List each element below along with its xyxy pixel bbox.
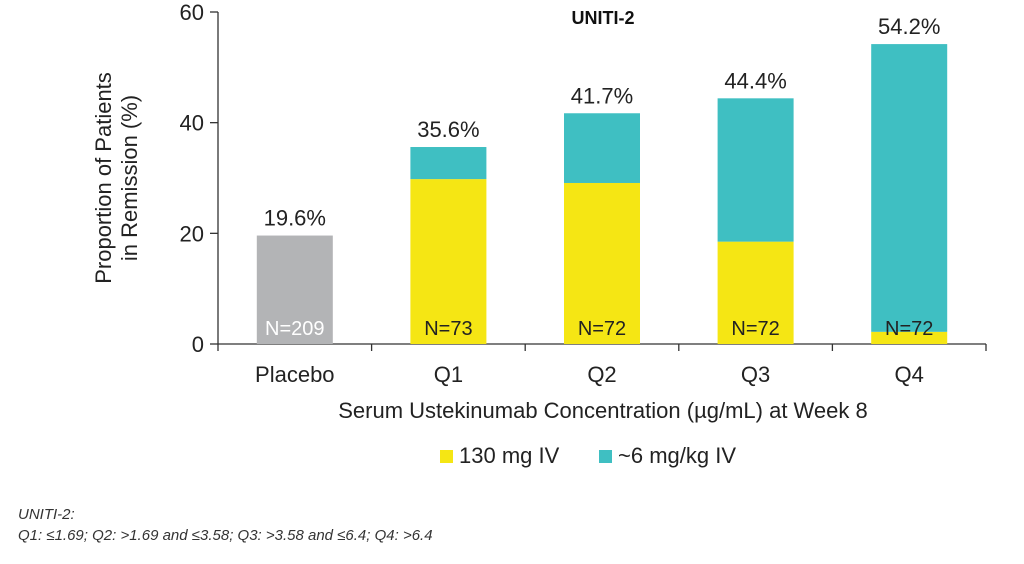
n-label: N=72: [578, 318, 626, 340]
y-axis-title-line2: in Remission (%): [117, 95, 142, 261]
total-label: 54.2%: [878, 14, 940, 39]
y-tick-label: 20: [180, 221, 204, 246]
bar-segment-130mg-q3: [717, 241, 794, 344]
chart-title: UNITI-2: [572, 8, 635, 28]
n-label: N=72: [731, 318, 779, 340]
x-axis-title: Serum Ustekinumab Concentration (µg/mL) …: [338, 398, 868, 423]
total-label: 41.7%: [571, 83, 633, 108]
x-category-label: Q3: [741, 362, 770, 387]
y-tick-label: 60: [180, 0, 204, 25]
axes: 0 20 40 60: [180, 0, 987, 357]
x-category-label: Q1: [434, 362, 463, 387]
legend-label: 130 mg IV: [459, 443, 560, 468]
remission-bar-chart: UNITI-2 Proportion of Patients in Remiss…: [91, 0, 987, 468]
bar-segment-6mgkg-q4: [871, 44, 948, 332]
total-label: 35.6%: [417, 117, 479, 142]
legend: 130 mg IV ~6 mg/kg IV: [440, 443, 736, 468]
bar-segment-6mgkg-q2: [564, 113, 640, 183]
x-category-label: Q2: [587, 362, 616, 387]
bar-segment-130mg-q2: [564, 182, 640, 344]
n-label: N=209: [265, 318, 325, 340]
y-axis-title-line1: Proportion of Patients: [91, 72, 116, 284]
y-tick-label: 40: [180, 111, 204, 136]
n-label: N=73: [424, 318, 472, 340]
total-label: 19.6%: [264, 206, 326, 231]
y-axis-title: Proportion of Patients in Remission (%): [91, 72, 142, 284]
bar-placebo: [256, 235, 333, 344]
bar-segment-130mg-q4: [871, 331, 948, 344]
x-category-label: Placebo: [255, 362, 335, 387]
footnote-quartiles: Q1: ≤1.69; Q2: >1.69 and ≤3.58; Q3: >3.5…: [18, 527, 433, 544]
bars: [256, 44, 948, 344]
y-tick-label: 0: [192, 332, 204, 357]
bar-segment-130mg-q1: [410, 179, 487, 344]
legend-label: ~6 mg/kg IV: [618, 443, 736, 468]
bar-labels: 19.6% N=209 Placebo 35.6% N=73 Q1 41.7% N=72 Q2 4…: [255, 14, 940, 387]
legend-swatch: [599, 450, 612, 463]
bar-segment-6mgkg-q3: [717, 98, 794, 242]
legend-swatch: [440, 450, 453, 463]
bar-segment-6mgkg-q1: [410, 147, 487, 180]
footnote-title: UNITI-2:: [18, 506, 75, 523]
x-category-label: Q4: [895, 362, 924, 387]
n-label: N=72: [885, 318, 933, 340]
total-label: 44.4%: [724, 68, 786, 93]
